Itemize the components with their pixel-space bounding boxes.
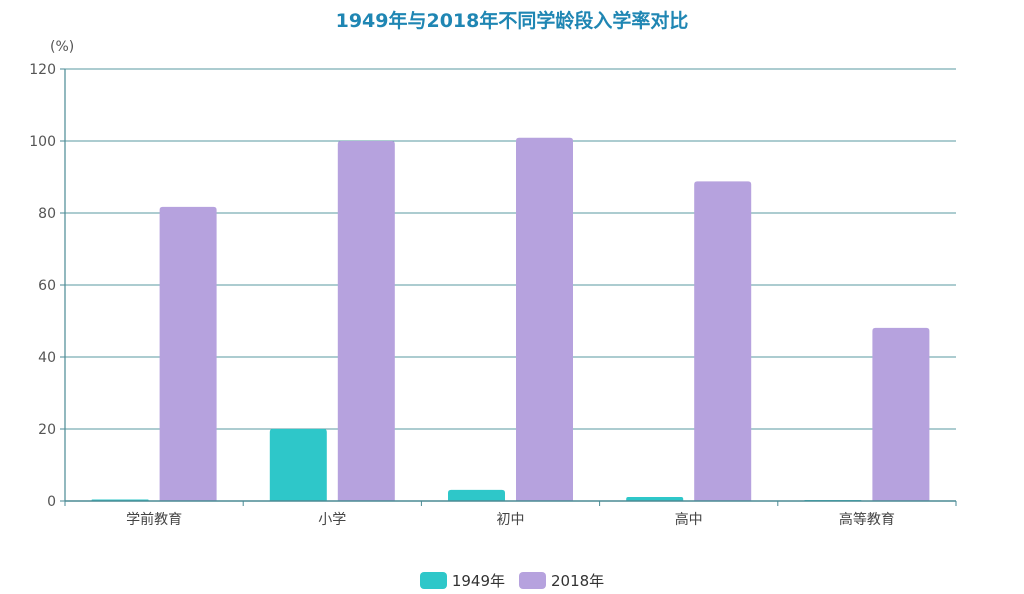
x-category-label: 高等教育 [839, 511, 895, 528]
bar-series2-3[interactable] [694, 181, 752, 501]
legend: 1949年 2018年 [0, 570, 1024, 591]
y-axis: 0 20 40 60 80 100 120 [29, 62, 66, 510]
y-tick-label: 120 [29, 62, 56, 78]
y-tick-label: 20 [38, 422, 56, 438]
y-tick-label: 80 [38, 206, 56, 222]
x-category-label: 小学 [318, 512, 346, 528]
y-axis-unit: (%) [50, 39, 74, 55]
y-tick-label: 60 [38, 278, 56, 294]
x-category-label: 学前教育 [126, 511, 182, 528]
bar-series2-2[interactable] [516, 137, 573, 501]
bars [91, 137, 930, 501]
bar-series1-3[interactable] [626, 497, 684, 501]
grid-lines [65, 68, 956, 430]
x-category-label: 高中 [675, 511, 703, 528]
bar-series2-0[interactable] [159, 206, 217, 501]
legend-item-series2[interactable]: 2018年 [519, 570, 604, 591]
y-tick-label: 0 [47, 494, 56, 510]
bar-series1-2[interactable] [448, 489, 505, 501]
y-tick-label: 100 [29, 134, 56, 150]
chart-title: 1949年与2018年不同学龄段入学率对比 [335, 10, 689, 32]
legend-swatch [419, 572, 447, 589]
bar-series2-4[interactable] [872, 327, 930, 501]
legend-label: 2018年 [551, 572, 605, 590]
legend-swatch [519, 572, 546, 589]
legend-label: 1949年 [451, 572, 505, 590]
y-tick-label: 40 [38, 350, 56, 366]
bar-series2-1[interactable] [337, 141, 395, 501]
x-category-label: 初中 [497, 511, 525, 528]
x-axis: 学前教育 小学 初中 高中 高等教育 [64, 500, 957, 528]
bar-series1-1[interactable] [269, 429, 327, 501]
legend-item-series1[interactable]: 1949年 [419, 570, 505, 591]
